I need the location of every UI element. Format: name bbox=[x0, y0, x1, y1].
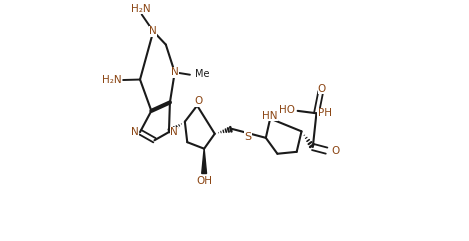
Text: O: O bbox=[318, 84, 326, 94]
Text: O: O bbox=[194, 96, 203, 106]
Text: H₂N: H₂N bbox=[102, 75, 121, 85]
Text: O: O bbox=[331, 146, 339, 156]
Text: HN: HN bbox=[262, 111, 278, 121]
Text: H₂N: H₂N bbox=[131, 4, 151, 14]
Text: N: N bbox=[131, 127, 139, 137]
Text: OH: OH bbox=[196, 176, 212, 186]
Polygon shape bbox=[202, 149, 206, 174]
Text: HO: HO bbox=[279, 105, 295, 115]
Text: S: S bbox=[244, 132, 251, 142]
Text: Me: Me bbox=[195, 68, 210, 79]
Text: PH: PH bbox=[318, 108, 332, 118]
Text: N: N bbox=[170, 127, 178, 137]
Text: N: N bbox=[171, 67, 179, 77]
Text: N: N bbox=[150, 26, 157, 36]
